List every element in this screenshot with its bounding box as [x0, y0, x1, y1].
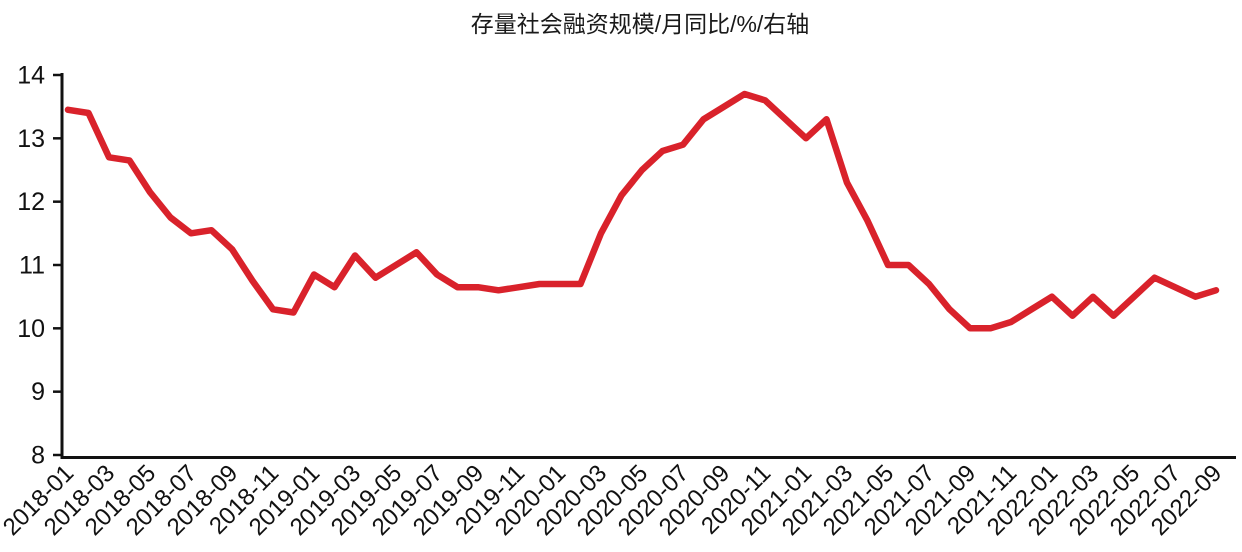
y-tick-label: 12 — [17, 188, 45, 216]
y-tick-label: 8 — [31, 442, 45, 470]
axes — [53, 73, 1236, 459]
y-tick-label: 11 — [19, 252, 45, 280]
y-tick-label: 14 — [17, 62, 45, 90]
y-tick-label: 9 — [31, 378, 45, 406]
chart-title: 存量社会融资规模/月同比/%/右轴 — [471, 11, 810, 37]
y-tick-label: 10 — [17, 315, 45, 343]
series — [64, 90, 1220, 332]
series-line — [64, 90, 1220, 332]
y-tick-label: 13 — [17, 125, 45, 153]
axis-labels: 8910111213142018-012018-032018-052018-07… — [0, 62, 1227, 542]
